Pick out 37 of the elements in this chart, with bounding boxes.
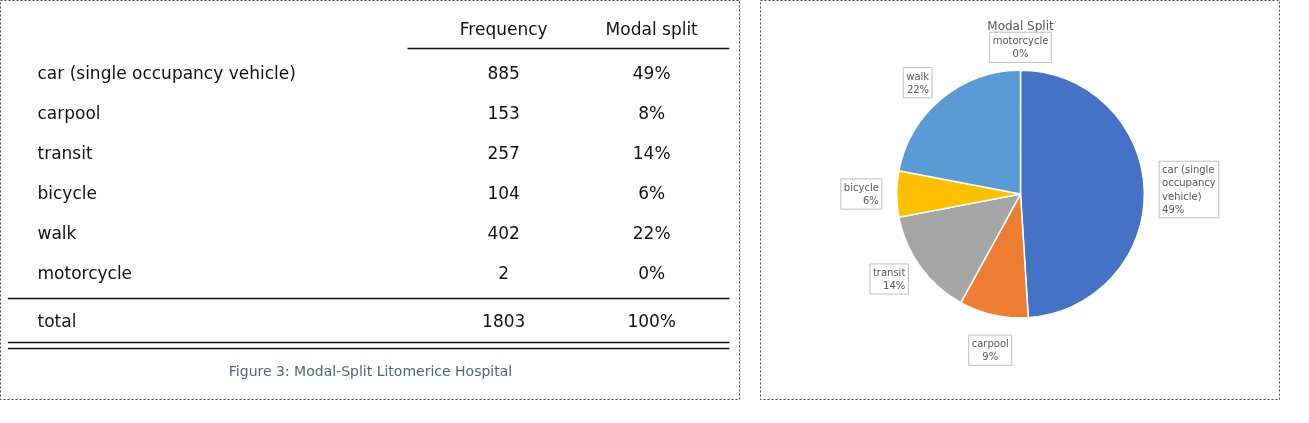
data-label: 257	[487, 143, 520, 163]
data-label: 22%	[632, 222, 671, 243]
slice-label: car (single occupancy vehicle)	[1162, 164, 1216, 202]
data-label: 9%	[982, 351, 999, 363]
data-label: 8%	[638, 102, 666, 123]
data-label: 14%	[883, 280, 906, 292]
caption: Figure 3: Modal-Split Litomerice Hospital	[228, 362, 513, 379]
category-label: carpool	[37, 102, 101, 123]
data-label: 2	[498, 263, 510, 283]
text: Frequency	[459, 18, 548, 39]
category-label: transit	[37, 142, 93, 163]
data-label: 885	[487, 63, 520, 83]
text: 1803	[482, 311, 526, 331]
category-label: car (single occupancy vehicle)	[37, 62, 296, 83]
chart-title: Modal Split	[987, 19, 1055, 34]
text: total	[37, 310, 77, 331]
slice-label: bicycle	[843, 181, 879, 193]
data-label: 14%	[632, 142, 671, 163]
text: 100%	[627, 310, 677, 331]
text: Modal split	[605, 18, 699, 39]
data-label: 6%	[638, 182, 666, 203]
text: 0%	[638, 262, 666, 283]
data-label: 49%	[1162, 203, 1185, 215]
data-label: 402	[487, 223, 520, 243]
category-label: walk	[37, 222, 77, 243]
category-label: motorcycle	[37, 262, 133, 283]
slice-label: carpool	[971, 338, 1009, 350]
slice-label: transit	[872, 266, 906, 278]
data-label: 104	[487, 183, 520, 203]
data-label: 153	[487, 103, 520, 123]
category-label: bicycle	[37, 182, 97, 203]
data-label: 0%	[1012, 48, 1029, 60]
data-label: 49%	[632, 62, 671, 83]
category-label: motorcycle	[992, 35, 1049, 47]
data-label: 6%	[862, 195, 879, 207]
data-label: 22%	[906, 83, 930, 95]
slice-label: walk	[906, 70, 930, 82]
